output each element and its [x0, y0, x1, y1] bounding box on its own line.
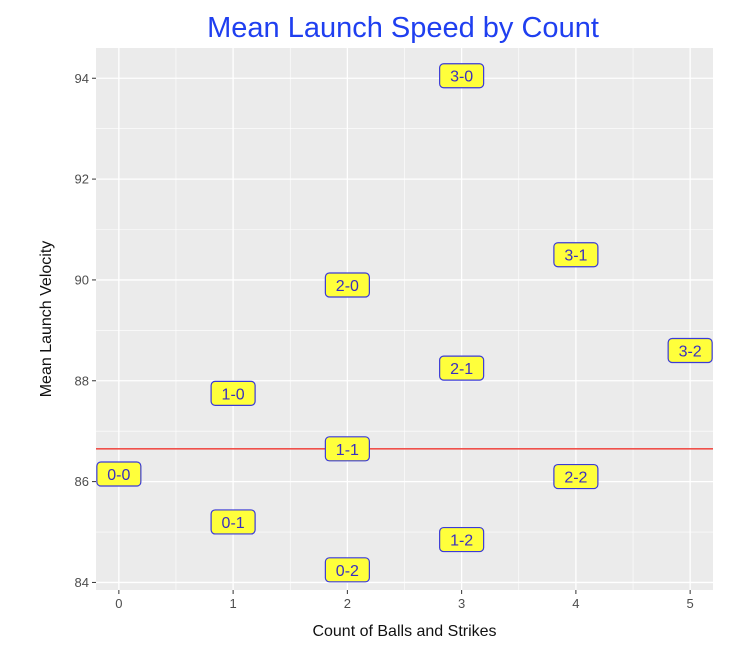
point-label-0-0: 0-0 [96, 461, 142, 487]
point-label-2-0: 2-0 [324, 272, 370, 298]
point-label-1-0: 1-0 [210, 380, 256, 406]
x-tick-label: 3 [458, 596, 465, 611]
point-label-box [96, 461, 142, 487]
point-label-3-0: 3-0 [439, 63, 485, 89]
chart-title: Mean Launch Speed by Count [207, 12, 599, 44]
point-label-2-2: 2-2 [553, 463, 599, 490]
y-tick-label: 84 [75, 575, 89, 590]
point-label-text: 2-1 [450, 361, 473, 378]
x-tick-label: 1 [229, 596, 236, 611]
y-tick-label: 94 [75, 71, 89, 86]
x-axis-label: Count of Balls and Strikes [312, 623, 496, 640]
point-label-0-2: 0-2 [324, 557, 370, 583]
point-label-text: 0-1 [222, 515, 245, 532]
point-label-text: 3-0 [450, 69, 473, 86]
point-label-box [553, 463, 599, 490]
point-label-box [210, 380, 256, 406]
point-label-text: 2-0 [336, 278, 359, 295]
y-axis-ticks: 84 86 88 90 92 94 [75, 71, 96, 590]
point-label-text: 1-1 [336, 442, 359, 459]
point-label-text: 1-0 [222, 386, 245, 403]
point-label-box [210, 509, 256, 535]
x-axis-ticks: 0 1 2 3 4 5 [115, 590, 694, 611]
point-label-box [439, 355, 485, 381]
point-label-1-2: 1-2 [439, 526, 485, 553]
x-tick-label: 5 [687, 596, 694, 611]
minor-grid [96, 48, 713, 590]
point-label-1-1: 1-1 [324, 436, 370, 462]
point-label-box [439, 63, 485, 89]
y-axis-label: Mean Launch Velocity [38, 241, 55, 398]
point-label-box [553, 242, 599, 268]
point-label-text: 3-2 [679, 344, 702, 361]
point-label-3-2: 3-2 [667, 337, 713, 364]
point-labels: 0-0 1-0 0-1 2-0 1-1 0-2 3-0 2-1 1-2 3-1 2-2 3-2 [96, 63, 713, 583]
x-tick-label: 4 [572, 596, 579, 611]
point-label-text: 0-2 [336, 563, 359, 580]
point-label-text: 2-2 [564, 470, 587, 487]
y-tick-label: 90 [75, 272, 89, 287]
point-label-box [324, 272, 370, 298]
y-tick-label: 92 [75, 172, 89, 187]
point-label-box [439, 526, 485, 553]
point-label-3-1: 3-1 [553, 242, 599, 268]
x-tick-label: 0 [115, 596, 122, 611]
point-label-0-1: 0-1 [210, 509, 256, 535]
point-label-2-1: 2-1 [439, 355, 485, 381]
point-label-box [667, 337, 713, 364]
point-label-box [324, 436, 370, 462]
y-tick-label: 88 [75, 373, 89, 388]
point-label-box [324, 557, 370, 583]
point-label-text: 1-2 [450, 533, 473, 550]
point-label-text: 3-1 [564, 248, 587, 265]
major-grid [96, 48, 713, 590]
point-label-text: 0-0 [107, 467, 130, 484]
y-tick-label: 86 [75, 474, 89, 489]
x-tick-label: 2 [344, 596, 351, 611]
